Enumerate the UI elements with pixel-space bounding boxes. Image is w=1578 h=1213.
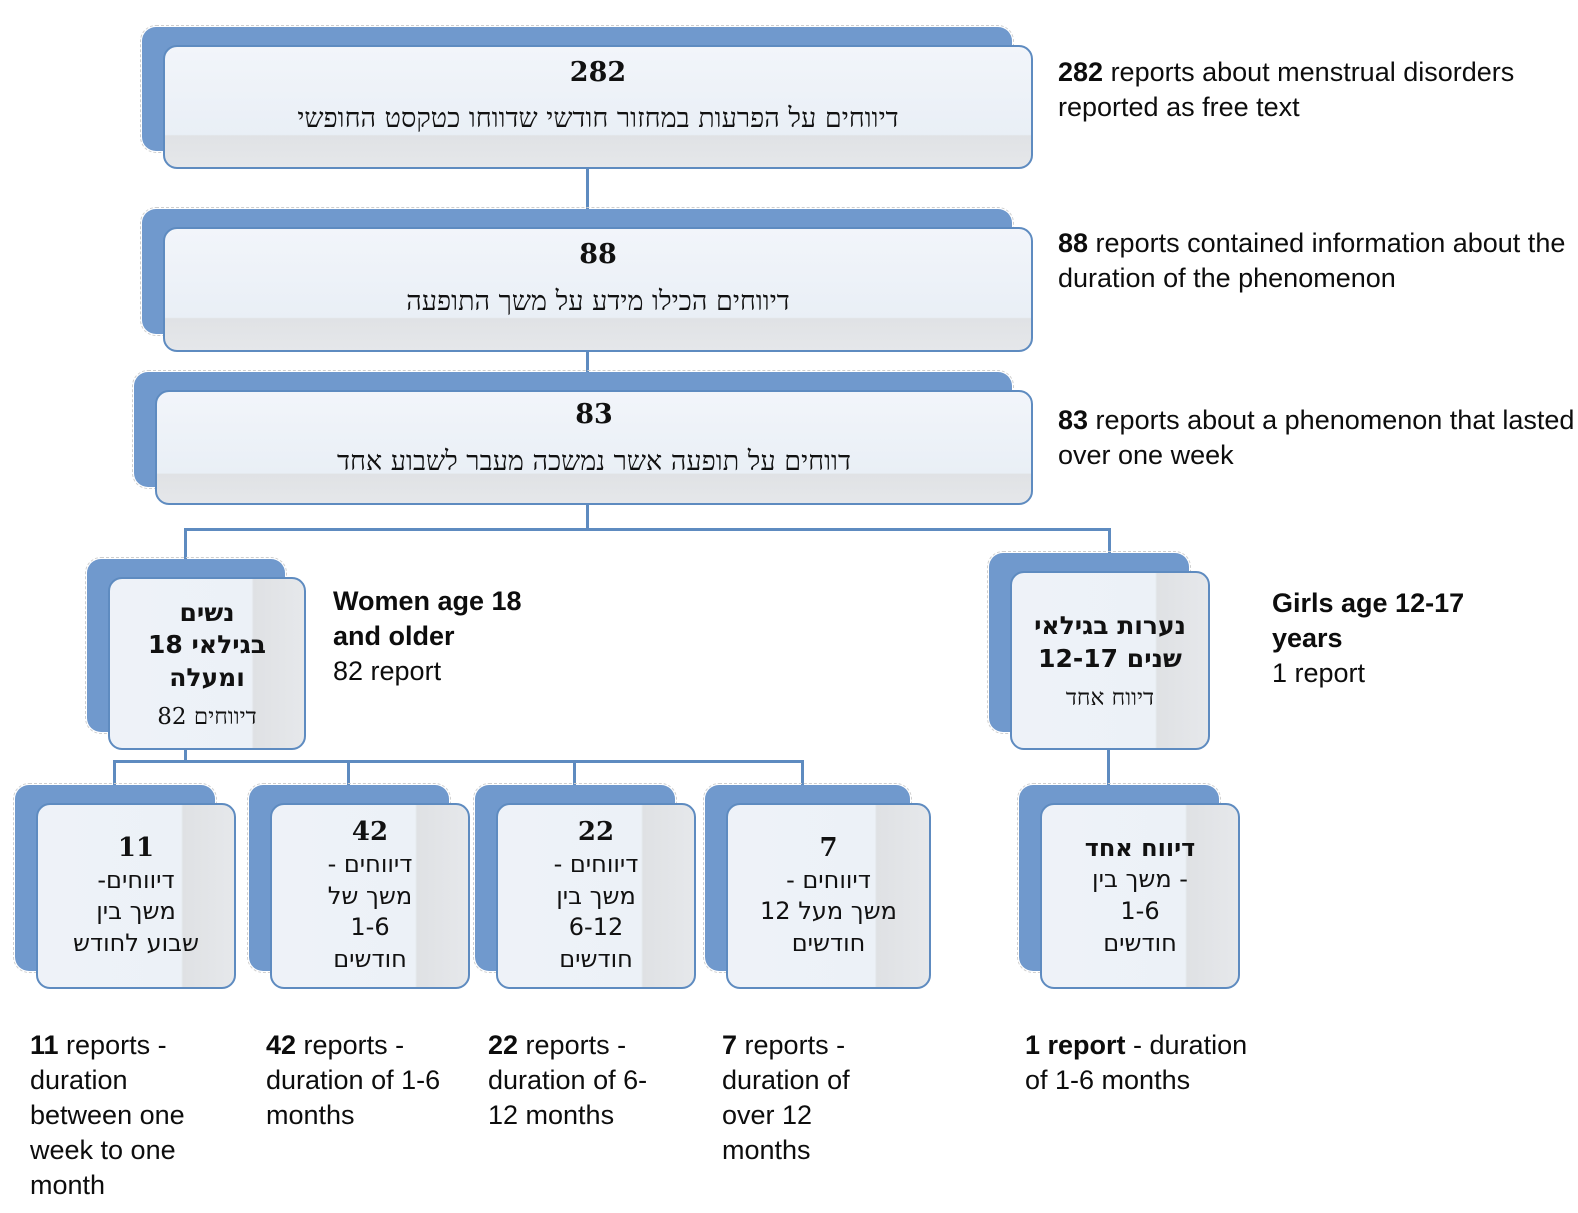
node-girls-count: דיווח אחד [1065, 685, 1155, 711]
caption-leaf-7-number: 7 [722, 1030, 738, 1060]
node-leaf-42-number: 42 [351, 817, 389, 848]
connector-women-stem [184, 750, 187, 761]
node-leaf-11-number: 11 [117, 833, 155, 864]
node-88-number: 88 [579, 239, 617, 271]
annotation-women-title: Women age 18 and older [333, 586, 522, 652]
annotation-girls-title: Girls age 12-17 years [1272, 588, 1465, 654]
caption-leaf-7: 7 reports - duration of over 12 months [722, 1028, 882, 1168]
connector-drop-leaf4 [801, 760, 804, 803]
node-leaf-42: 42 דיווחים - משך של 1-6 חודשים [247, 783, 470, 989]
node-282-number: 282 [569, 56, 627, 88]
node-leaf-1report: דיווח אחד - משך בין 1-6 חודשים [1017, 783, 1240, 989]
node-girls-title-line1: נערות בגילאי [1034, 611, 1186, 640]
node-leaf-11-hebrew: דיווחים- משך בין שבוע לחודש [72, 865, 200, 958]
annotation-83-number: 83 [1058, 405, 1089, 435]
connector-drop-girls [1108, 528, 1111, 571]
annotation-girls-count: 1 report [1272, 658, 1366, 689]
node-leaf-22-hebrew: דיווחים - משך בין 6-12 חודשים [553, 849, 639, 973]
connector-drop-leaf3 [573, 760, 576, 803]
node-leaf-1report-title: דיווח אחד [1084, 833, 1196, 862]
node-women-18plus: נשים בגילאי 18 ומעלה 82 דיווחים [85, 557, 306, 750]
annotation-88-number: 88 [1058, 228, 1089, 258]
annotation-girls: Girls age 12-17 years 1 report [1272, 586, 1532, 691]
connector-girls-leaf [1107, 750, 1110, 803]
node-leaf-7-number: 7 [819, 833, 838, 864]
node-83: 83 דווחים על תופעה אשר נמשכה מעבר לשבוע … [132, 370, 1033, 505]
node-leaf-7-hebrew: דיווחים - משך מעל 12 חודשים [760, 865, 897, 958]
caption-leaf-1report-text: - duration of 1-6 months [1025, 1030, 1248, 1096]
annotation-women-count: 82 report [333, 656, 442, 687]
annotation-88-text: reports contained information about the … [1058, 228, 1566, 294]
annotation-282: 282 reports about menstrual disorders re… [1058, 55, 1538, 125]
node-women-count: 82 דיווחים [157, 704, 257, 731]
caption-leaf-11: 11 reports - duration between one week t… [30, 1028, 212, 1203]
node-leaf-11: 11 דיווחים- משך בין שבוע לחודש [13, 783, 236, 989]
node-282-hebrew-text: דיווחים על הפרעות במחזור חודשי שדווחו כט… [297, 103, 899, 134]
caption-leaf-22: 22 reports - duration of 6-12 months [488, 1028, 648, 1133]
annotation-282-text: reports about menstrual disorders report… [1058, 57, 1515, 123]
connector-l1-l2 [586, 169, 589, 227]
node-leaf-22: 22 דיווחים - משך בין 6-12 חודשים [473, 783, 696, 989]
node-leaf-42-hebrew: דיווחים - משך של 1-6 חודשים [327, 849, 413, 973]
connector-leaves-horizontal [113, 760, 804, 763]
node-girls-title-line2: 12-17 שנים [1038, 643, 1182, 673]
caption-leaf-42: 42 reports - duration of 1-6 months [266, 1028, 448, 1133]
caption-leaf-11-number: 11 [30, 1030, 59, 1060]
connector-drop-women [184, 528, 187, 577]
connector-l3-stem [586, 505, 589, 529]
annotation-88: 88 reports contained information about t… [1058, 226, 1570, 296]
node-leaf-22-number: 22 [577, 817, 615, 848]
caption-leaf-1report-number: 1 report [1025, 1030, 1126, 1060]
node-leaf-1report-hebrew: - משך בין 1-6 חודשים [1092, 865, 1188, 957]
node-women-title: נשים בגילאי 18 ומעלה [148, 597, 266, 692]
caption-leaf-42-text: reports - duration of 1-6 months [266, 1030, 441, 1131]
node-282: 282 דיווחים על הפרעות במחזור חודשי שדווח… [140, 25, 1033, 169]
node-leaf-7: 7 דיווחים - משך מעל 12 חודשים [703, 783, 931, 989]
annotation-83: 83 reports about a phenomenon that laste… [1058, 403, 1578, 473]
caption-leaf-11-text: reports - duration between one week to o… [30, 1030, 185, 1201]
node-83-hebrew-text: דווחים על תופעה אשר נמשכה מעבר לשבוע אחד [337, 445, 851, 477]
node-88: 88 דיווחים הכילו מידע על משך התופעה [140, 207, 1033, 352]
node-girls-12-17: נערות בגילאי 12-17 שנים דיווח אחד [987, 551, 1210, 750]
node-88-hebrew-text: דיווחים הכילו מידע על משך התופעה [406, 285, 790, 317]
connector-l2-l3 [586, 352, 589, 391]
caption-leaf-42-number: 42 [266, 1030, 297, 1060]
connector-drop-leaf1 [113, 760, 116, 803]
caption-leaf-22-number: 22 [488, 1030, 519, 1060]
node-83-number: 83 [575, 399, 613, 431]
annotation-83-text: reports about a phenomenon that lasted o… [1058, 405, 1575, 471]
caption-leaf-7-text: reports - duration of over 12 months [722, 1030, 850, 1166]
caption-leaf-22-text: reports - duration of 6-12 months [488, 1030, 648, 1131]
caption-leaf-1report: 1 report - duration of 1-6 months [1025, 1028, 1270, 1098]
connector-branch-horizontal [184, 528, 1111, 531]
annotation-282-number: 282 [1058, 57, 1104, 87]
annotation-women: Women age 18 and older 82 report [333, 584, 568, 689]
connector-drop-leaf2 [347, 760, 350, 803]
